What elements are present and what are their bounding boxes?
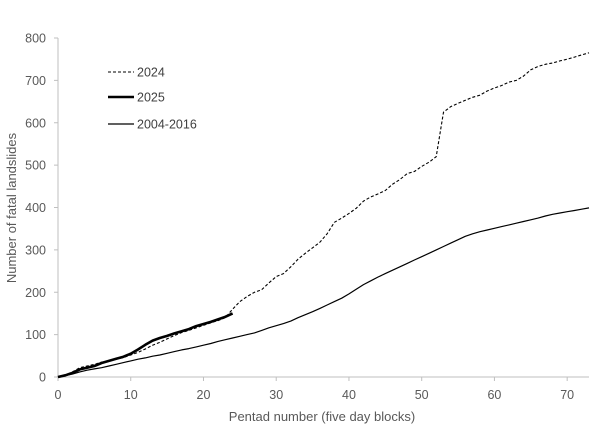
series-line-2024: [57, 52, 590, 378]
y-tick-label: 800: [25, 32, 46, 46]
x-tick-label: 0: [55, 388, 62, 402]
x-tick-label: 60: [487, 388, 501, 402]
legend-label-2024: 2024: [137, 66, 165, 80]
x-tick-label: 10: [124, 388, 138, 402]
y-tick-label: 300: [25, 243, 46, 257]
series-group: [57, 52, 590, 379]
series-line-2004-2016: [57, 207, 590, 378]
tick-labels: 0 100 200 300 400 500 600 700 800 0 10 20 30 40 50 60 70: [25, 32, 574, 403]
y-tick-label: 200: [25, 286, 46, 300]
y-axis-title: Number of fatal landslides: [4, 132, 19, 283]
x-tick-label: 70: [560, 388, 574, 402]
x-tick-label: 20: [197, 388, 211, 402]
y-tick-label: 700: [25, 74, 46, 88]
legend: 2024 2025 2004-2016: [108, 66, 197, 132]
y-tick-label: 400: [25, 201, 46, 215]
x-tick-label: 30: [269, 388, 283, 402]
y-axis-title-group: Number of fatal landslides: [4, 132, 19, 283]
x-tick-label: 40: [342, 388, 356, 402]
y-tick-label: 0: [39, 371, 46, 385]
legend-label-2025: 2025: [137, 91, 165, 105]
y-tick-label: 600: [25, 116, 46, 130]
y-tick-label: 500: [25, 159, 46, 173]
x-tick-label: 50: [415, 388, 429, 402]
axes: [54, 37, 589, 381]
x-axis-title: Pentad number (five day blocks): [229, 409, 415, 424]
y-tick-label: 100: [25, 328, 46, 342]
legend-label-2004-2016: 2004-2016: [137, 118, 197, 132]
series-line-2025: [57, 312, 234, 379]
